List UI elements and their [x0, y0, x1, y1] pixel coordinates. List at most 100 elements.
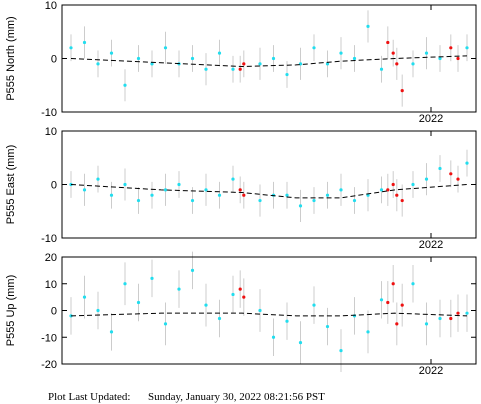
y-tick-label: 20: [45, 252, 57, 264]
y-axis-label: P555 North (mm): [5, 16, 17, 100]
y-axis-label: P555 East (mm): [5, 145, 17, 224]
data-point: [400, 303, 404, 307]
data-point: [204, 67, 208, 71]
data-point: [465, 161, 469, 165]
y-tick-label: -20: [41, 359, 57, 371]
data-point: [190, 268, 195, 272]
data-point: [242, 295, 246, 299]
plot-frame: [61, 4, 477, 113]
data-point: [150, 276, 154, 280]
data-point: [96, 62, 100, 66]
y-tick-label: 10: [45, 0, 57, 12]
data-point: [449, 316, 453, 321]
data-point: [96, 308, 100, 313]
data-point: [163, 322, 168, 326]
data-point: [411, 282, 415, 286]
data-point: [312, 198, 316, 203]
data-point: [258, 62, 262, 66]
plot-frame: [61, 256, 477, 365]
data-point: [386, 300, 390, 305]
y-tick-label: -10: [41, 332, 57, 344]
data-point: [190, 56, 195, 61]
data-point: [238, 287, 242, 291]
data-point: [379, 298, 384, 302]
data-point: [424, 51, 429, 55]
data-point: [391, 182, 395, 187]
data-point: [190, 198, 195, 203]
data-point: [238, 67, 242, 71]
data-point: [325, 62, 330, 66]
data-point: [82, 40, 87, 45]
data-point: [242, 62, 246, 66]
data-point: [271, 56, 276, 61]
data-point: [352, 56, 357, 61]
x-tick-label: 2022: [419, 365, 443, 377]
trend-line: [70, 55, 468, 68]
data-point: [339, 188, 343, 192]
y-tick-label: -10: [41, 233, 57, 245]
data-point: [298, 341, 303, 345]
data-point: [150, 193, 154, 197]
data-point: [217, 51, 222, 55]
y-tick-label: 0: [51, 306, 57, 318]
y-tick-label: 10: [45, 126, 57, 138]
data-point: [298, 204, 303, 208]
data-point: [136, 56, 141, 61]
data-point: [325, 193, 330, 197]
plot-frame: [61, 130, 477, 239]
data-point: [177, 287, 181, 291]
data-point: [204, 303, 208, 307]
data-point: [258, 198, 262, 203]
data-point: [123, 182, 127, 187]
data-point: [379, 188, 384, 192]
data-point: [136, 300, 141, 305]
data-point: [109, 330, 114, 334]
data-point: [411, 182, 415, 187]
data-point: [285, 319, 289, 323]
data-point: [366, 330, 370, 334]
data-point: [123, 282, 127, 286]
y-tick-label: -10: [41, 107, 57, 119]
data-point: [456, 56, 460, 61]
data-point: [242, 193, 246, 197]
data-point: [449, 46, 453, 50]
data-point: [366, 24, 370, 28]
data-point: [231, 177, 235, 181]
data-point: [217, 193, 222, 197]
y-tick-label: 10: [45, 279, 57, 291]
footer-label: Plot Last Updated:: [48, 391, 131, 403]
data-point: [400, 198, 404, 203]
data-point: [163, 188, 168, 192]
data-point: [438, 56, 442, 61]
data-point: [82, 295, 87, 299]
data-point: [465, 311, 469, 315]
data-point: [465, 46, 469, 50]
footer-text: Sunday, January 30, 2022 08:21:56 PST: [148, 391, 325, 403]
data-point: [271, 335, 276, 339]
data-point: [231, 292, 235, 297]
data-point: [258, 308, 262, 313]
data-point: [177, 182, 181, 187]
data-point: [395, 322, 399, 326]
data-point: [325, 324, 330, 329]
data-point: [395, 62, 399, 66]
data-point: [312, 303, 316, 307]
data-point: [217, 316, 222, 321]
y-tick-label: 0: [51, 180, 57, 192]
data-point: [339, 349, 343, 353]
data-point: [449, 172, 453, 176]
trend-line: [70, 184, 468, 199]
data-point: [456, 311, 460, 315]
data-point: [123, 83, 127, 87]
data-point: [150, 62, 154, 66]
data-point: [391, 51, 395, 55]
data-point: [424, 322, 429, 326]
data-point: [438, 316, 442, 321]
data-point: [109, 51, 114, 55]
data-point: [386, 40, 390, 45]
y-tick-label: 0: [51, 54, 57, 66]
data-point: [204, 188, 208, 192]
data-point: [163, 46, 168, 50]
x-tick-label: 2022: [419, 113, 443, 125]
